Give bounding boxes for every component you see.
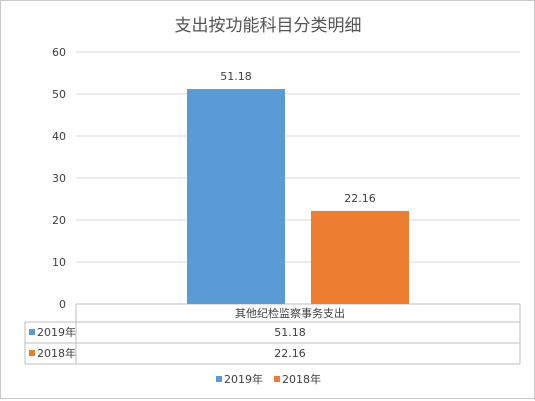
legend-key [216,376,222,382]
bar-2019年 [187,89,285,304]
y-axis-ticks: 0 10 20 30 40 50 60 [52,46,66,311]
legend: 2019年 2018年 [216,372,321,386]
y-tick-label: 50 [52,88,66,101]
table-value: 51.18 [274,326,306,339]
table-legend-key [29,350,35,356]
chart-title: 支出按功能科目分类明细 [175,16,362,36]
legend-key [274,376,280,382]
y-tick-label: 0 [59,298,66,311]
data-label: 51.18 [220,70,252,83]
legend-label: 2019年 [224,372,263,386]
bar-2018年 [311,210,409,304]
table-series-name: 2018年 [37,346,76,360]
bars [187,89,409,304]
y-tick-label: 30 [52,172,66,185]
gridlines [76,51,520,305]
data-label: 22.16 [344,192,376,205]
table-value: 22.16 [274,347,306,360]
y-tick-label: 60 [52,46,66,59]
legend-label: 2018年 [282,372,321,386]
table-legend-key [29,329,35,335]
data-table: 其他纪检监察事务支出 2019年 51.18 2018年 22.16 [24,304,521,365]
table-category-label: 其他纪检监察事务支出 [235,306,345,320]
y-tick-label: 40 [52,130,66,143]
y-tick-label: 10 [52,256,66,269]
data-labels: 51.18 22.16 [220,70,376,205]
y-tick-label: 20 [52,214,66,227]
table-series-name: 2019年 [37,325,76,339]
